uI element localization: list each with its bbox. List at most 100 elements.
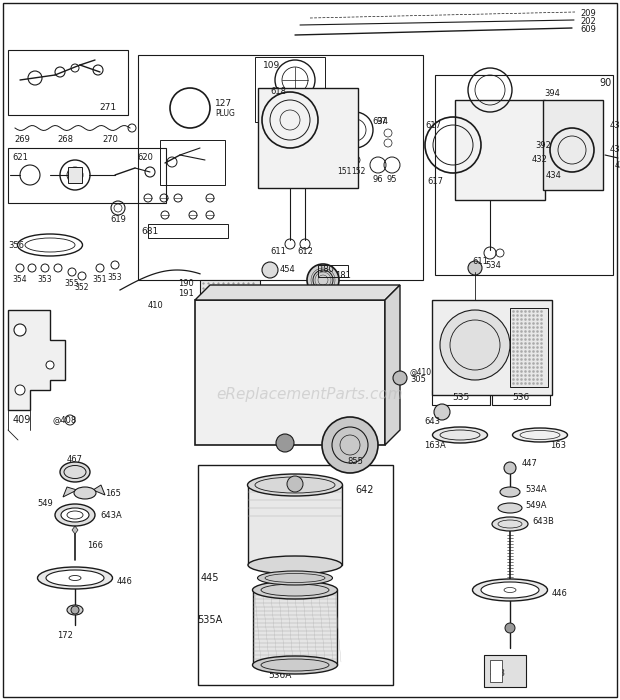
Text: 536: 536 [512,393,529,402]
Text: 191: 191 [179,288,194,298]
Circle shape [504,462,516,474]
Circle shape [71,64,79,72]
Text: 643A: 643A [100,510,122,519]
Circle shape [505,623,515,633]
Polygon shape [63,487,77,497]
Text: 305: 305 [410,375,426,384]
Text: 356: 356 [8,241,24,249]
Text: 166: 166 [87,540,103,550]
Circle shape [71,606,79,614]
Text: 351: 351 [93,276,107,284]
Text: 202: 202 [580,17,596,25]
Text: 611: 611 [472,258,488,267]
Text: 534: 534 [485,260,501,270]
Text: 172: 172 [57,631,73,640]
Text: 634: 634 [372,118,388,127]
Circle shape [15,385,25,395]
Text: 535: 535 [453,393,469,402]
Bar [490,660,502,682]
Bar [198,465,393,685]
Text: 271: 271 [99,104,117,113]
Ellipse shape [252,656,337,674]
Text: 535A: 535A [197,615,223,625]
Text: 435: 435 [610,120,620,130]
Text: 165: 165 [105,489,121,498]
Text: 446: 446 [552,589,568,598]
Ellipse shape [252,581,337,599]
Ellipse shape [67,605,83,615]
Bar [8,148,166,203]
Text: 96: 96 [373,176,383,185]
Text: 619: 619 [110,216,126,225]
Bar [543,100,603,190]
Bar [484,655,526,687]
Text: 269: 269 [14,136,30,144]
Text: 549: 549 [37,498,53,508]
Text: 433: 433 [615,160,620,169]
Text: 352: 352 [75,284,89,293]
Ellipse shape [55,504,95,526]
Circle shape [67,167,83,183]
Text: 642: 642 [355,485,373,495]
Text: PLUG: PLUG [215,108,235,118]
Text: 454: 454 [280,265,296,274]
Text: 209: 209 [580,8,596,18]
Bar [253,590,337,665]
Text: 434: 434 [546,171,562,179]
Text: 180: 180 [318,265,334,274]
Text: 410: 410 [147,300,163,309]
Text: 152: 152 [351,167,365,176]
Text: 151: 151 [337,167,351,176]
Bar [160,140,225,185]
Bar [455,100,545,200]
Circle shape [434,404,450,420]
Polygon shape [195,285,400,300]
Text: 611: 611 [270,248,286,256]
Text: 855: 855 [347,458,363,466]
Text: 446: 446 [117,578,133,587]
Polygon shape [72,526,78,534]
Polygon shape [8,310,65,410]
Text: 549A: 549A [525,501,546,510]
Text: 127: 127 [215,99,232,108]
Bar [255,57,325,122]
Text: 181: 181 [335,270,351,279]
Text: 609: 609 [580,25,596,34]
Text: 353: 353 [108,272,122,281]
Text: 190: 190 [179,279,194,288]
Bar [258,88,358,188]
Polygon shape [385,285,400,445]
Circle shape [322,417,378,473]
Text: 617: 617 [425,120,441,130]
Circle shape [468,261,482,275]
Text: eReplacementParts.com: eReplacementParts.com [216,388,404,402]
Ellipse shape [74,487,96,499]
Circle shape [14,324,26,336]
Bar [68,167,82,183]
Bar [138,55,423,280]
Text: 409: 409 [13,415,31,425]
Text: 853: 853 [489,668,505,678]
Circle shape [276,434,294,452]
Text: 354: 354 [12,276,27,284]
Text: 447: 447 [522,459,538,468]
Ellipse shape [46,570,104,586]
Ellipse shape [248,556,342,574]
Text: 90: 90 [599,78,611,88]
Text: 445: 445 [201,573,219,583]
Bar [318,265,348,277]
Bar [148,224,228,238]
Bar [492,390,550,405]
Ellipse shape [513,428,567,442]
Text: 643B: 643B [532,517,554,526]
Bar [248,485,342,565]
Text: 270: 270 [102,136,118,144]
Circle shape [46,361,54,369]
Ellipse shape [25,238,75,252]
Bar [510,308,548,387]
Text: 392: 392 [535,141,551,150]
Ellipse shape [257,571,332,585]
Text: 268: 268 [57,136,73,144]
Ellipse shape [61,508,89,522]
Bar [195,300,385,445]
